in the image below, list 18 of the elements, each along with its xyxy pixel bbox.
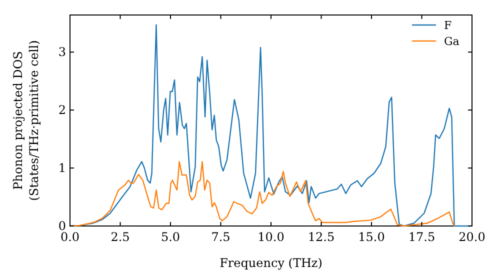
legend-label: Ga	[444, 35, 460, 48]
x-tick-label: 2.5	[110, 230, 130, 244]
legend-label: F	[444, 19, 452, 32]
y-tick-label: 0	[58, 219, 66, 233]
x-tick-label: 17.5	[408, 230, 436, 244]
x-tick-label: 0.0	[60, 230, 80, 244]
line-series	[70, 161, 455, 227]
x-tick-label: 5.0	[160, 230, 180, 244]
x-tick-label: 10.0	[258, 230, 284, 244]
x-tick-label: 7.5	[211, 230, 230, 244]
x-tick-label: 15.0	[358, 230, 385, 244]
x-axis-title: Frequency (THz)	[220, 256, 322, 270]
y-tick-label: 2	[58, 103, 66, 118]
x-tick-label: 12.5	[308, 230, 335, 244]
y-axis-title: Phonon projected DOS (States/THz·primitive cell)	[11, 40, 41, 201]
y-tick-label: 1	[58, 161, 66, 176]
y-tick-label: 3	[58, 45, 66, 60]
x-tick-label: 20.0	[458, 230, 486, 244]
